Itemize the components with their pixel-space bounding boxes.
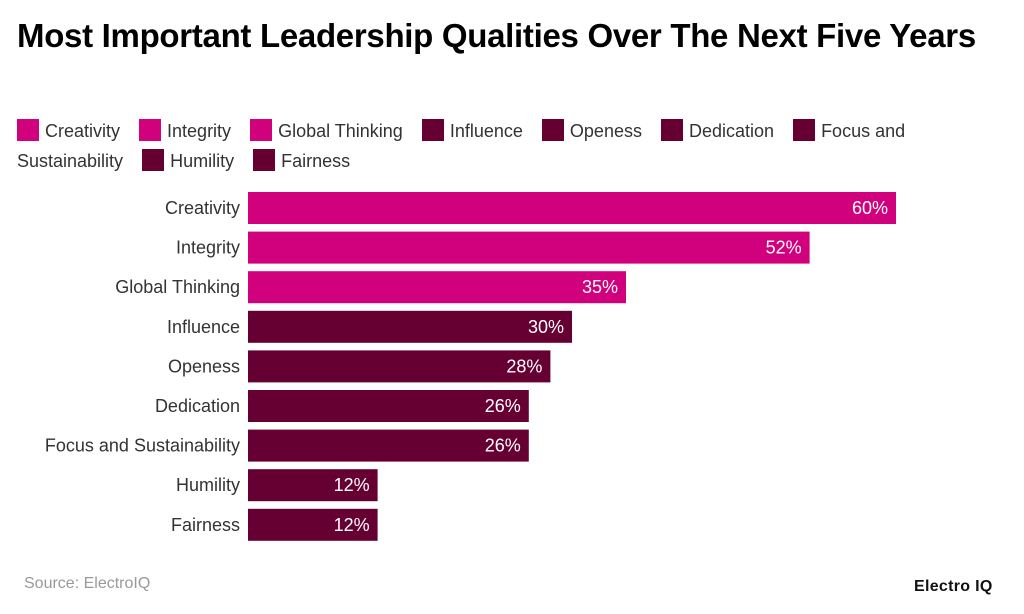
legend-swatch <box>253 149 276 171</box>
legend-item[interactable]: Integrity <box>139 119 232 141</box>
legend-label: Humility <box>170 151 235 171</box>
legend-label: Focus and Sustainability <box>17 121 906 171</box>
category-label: Fairness <box>171 515 240 535</box>
legend-item[interactable]: Creativity <box>17 119 121 141</box>
data-label: 12% <box>334 515 370 535</box>
data-label: 12% <box>334 475 370 495</box>
bar <box>248 231 810 264</box>
legend-item[interactable]: Fairness <box>253 149 351 171</box>
category-label: Global Thinking <box>115 277 240 297</box>
bar <box>248 271 626 304</box>
legend-label: Creativity <box>45 121 121 141</box>
bar <box>248 508 378 541</box>
electro-iq-logo: Electro IQ <box>914 578 993 595</box>
bar <box>248 469 378 502</box>
category-label: Integrity <box>176 238 240 258</box>
legend-item[interactable]: Humility <box>142 149 235 171</box>
legend-label: Influence <box>449 121 523 141</box>
bar <box>248 310 572 343</box>
legend-swatch <box>17 119 39 141</box>
legend-swatch <box>660 119 683 141</box>
category-label: Humility <box>176 475 240 495</box>
legend-label: Fairness <box>281 151 351 171</box>
data-label: 28% <box>506 356 542 376</box>
legend-item[interactable]: Openess <box>541 119 642 141</box>
data-label: 52% <box>766 238 802 258</box>
bar <box>248 429 529 462</box>
legend: Creativity Integrity Global Thinking Inf… <box>17 116 957 176</box>
bar <box>248 192 896 224</box>
data-label: 30% <box>528 317 564 337</box>
legend-label: Openess <box>569 121 642 141</box>
legend-item[interactable]: Dedication <box>660 119 775 141</box>
chart-title: Most Important Leadership Qualities Over… <box>17 17 976 54</box>
category-label: Focus and Sustainability <box>45 436 240 456</box>
legend-label: Dedication <box>688 121 775 141</box>
category-label: Openess <box>168 356 240 376</box>
legend-swatch <box>142 149 165 171</box>
legend-swatch <box>541 119 564 141</box>
bar-chart: Creativity 60% Integrity 52% Global Thinking… <box>45 192 896 541</box>
legend-item[interactable]: Influence <box>421 119 523 141</box>
legend-swatch <box>421 119 444 141</box>
data-label: 26% <box>485 436 521 456</box>
category-label: Influence <box>167 317 240 337</box>
legend-swatch <box>793 119 816 141</box>
legend-item[interactable]: Focus and Sustainability <box>17 119 906 171</box>
legend-label: Global Thinking <box>278 121 403 141</box>
category-label: Dedication <box>155 396 240 416</box>
data-label: 35% <box>582 277 618 297</box>
legend-label: Integrity <box>167 121 232 141</box>
bar <box>248 390 529 422</box>
legend-item[interactable]: Global Thinking <box>250 119 403 141</box>
legend-swatch <box>250 119 273 141</box>
bar <box>248 350 551 383</box>
category-label: Creativity <box>165 198 240 218</box>
data-label: 26% <box>485 396 521 416</box>
legend-swatch <box>139 119 162 141</box>
data-label: 60% <box>852 198 888 218</box>
source-note: Source: ElectroIQ <box>24 575 151 592</box>
